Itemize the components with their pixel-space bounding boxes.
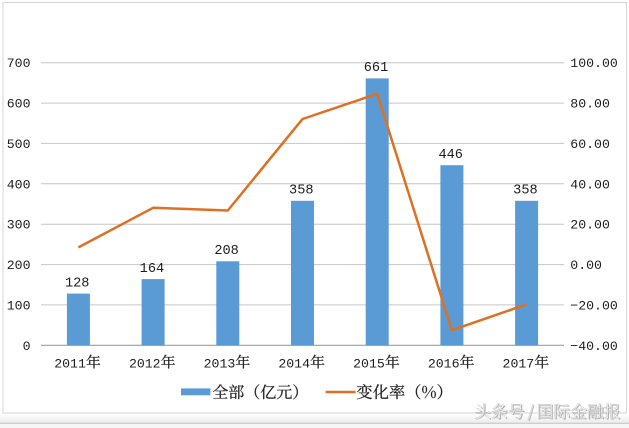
svg-text:600: 600 <box>7 97 31 112</box>
svg-text:2013: 2013 <box>204 356 236 371</box>
svg-text:2016: 2016 <box>428 356 460 371</box>
svg-text:300: 300 <box>7 218 31 233</box>
svg-text:2012: 2012 <box>129 356 161 371</box>
svg-text:2014: 2014 <box>278 356 310 371</box>
svg-text:128: 128 <box>65 276 89 291</box>
svg-text:100: 100 <box>7 298 31 313</box>
svg-text:100.00: 100.00 <box>570 56 618 71</box>
svg-text:−20.00: −20.00 <box>570 298 618 313</box>
svg-text:700: 700 <box>7 56 31 71</box>
svg-text:−40.00: −40.00 <box>570 339 618 354</box>
svg-text:2017: 2017 <box>503 356 535 371</box>
svg-text:500: 500 <box>7 137 31 152</box>
svg-text:40.00: 40.00 <box>570 177 610 192</box>
svg-text:200: 200 <box>7 258 31 273</box>
svg-text:358: 358 <box>289 184 313 199</box>
svg-text:0.00: 0.00 <box>570 258 602 273</box>
svg-text:2011: 2011 <box>54 356 86 371</box>
svg-text:358: 358 <box>513 184 537 199</box>
svg-text:446: 446 <box>438 148 462 163</box>
svg-text:400: 400 <box>7 177 31 192</box>
svg-text:164: 164 <box>140 262 164 277</box>
svg-text:60.00: 60.00 <box>570 137 610 152</box>
svg-text:80.00: 80.00 <box>570 97 610 112</box>
svg-text:20.00: 20.00 <box>570 218 610 233</box>
svg-text:208: 208 <box>214 244 238 259</box>
svg-text:0: 0 <box>23 339 31 354</box>
svg-text:2015: 2015 <box>353 356 385 371</box>
svg-text:661: 661 <box>364 61 388 76</box>
